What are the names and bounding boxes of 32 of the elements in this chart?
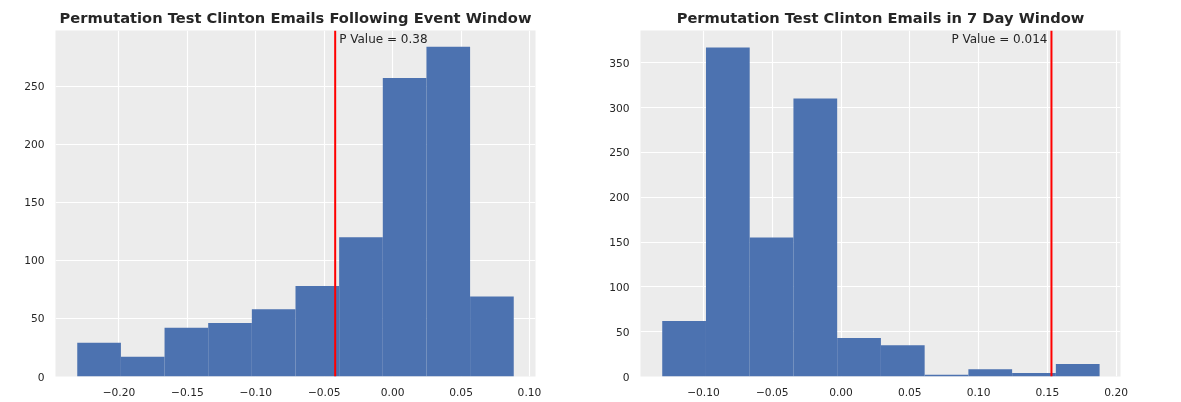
x-tick-label: 0.20: [1104, 385, 1129, 399]
x-tick-label: −0.10: [239, 385, 273, 399]
x-tick-label: −0.20: [102, 385, 136, 399]
y-tick-label: 100: [609, 280, 630, 294]
x-tick-label: 0.00: [380, 385, 405, 399]
x-tick-label: −0.05: [755, 385, 789, 399]
x-tick-label: 0.10: [966, 385, 991, 399]
x-tick-label: 0.15: [1035, 385, 1060, 399]
x-tick-label: −0.15: [171, 385, 204, 399]
x-tick-label: 0.05: [897, 385, 922, 399]
y-tick-label: 0: [37, 370, 45, 384]
y-tick-label: 0: [622, 370, 630, 384]
x-tick-label: 0.05: [449, 385, 473, 399]
y-tick-label: 200: [24, 138, 45, 152]
y-tick-label: 350: [609, 56, 630, 70]
y-tick-label: 300: [609, 101, 630, 115]
y-tick-label: 50: [615, 325, 630, 339]
y-tick-label: 50: [30, 312, 45, 326]
y-tick-label: 100: [24, 254, 45, 268]
x-tick-label: 0.00: [829, 385, 854, 399]
chart-title: Permutation Test Clinton Emails in 7 Day Window: [676, 8, 1085, 26]
y-tick-label: 250: [609, 146, 630, 160]
y-tick-label: 250: [24, 80, 45, 94]
annotation: P Value = 0.014: [951, 31, 1048, 46]
x-tick-label: −0.05: [307, 385, 341, 399]
x-tick-label: −0.10: [687, 385, 721, 399]
annotation: P Value = 0.38: [339, 31, 428, 46]
y-tick-label: 150: [609, 236, 630, 250]
y-tick-label: 200: [609, 191, 630, 205]
x-tick-label: 0.10: [517, 385, 542, 399]
chart-title: Permutation Test Clinton Emails Following Event Window: [59, 8, 532, 26]
y-tick-label: 150: [24, 196, 45, 210]
